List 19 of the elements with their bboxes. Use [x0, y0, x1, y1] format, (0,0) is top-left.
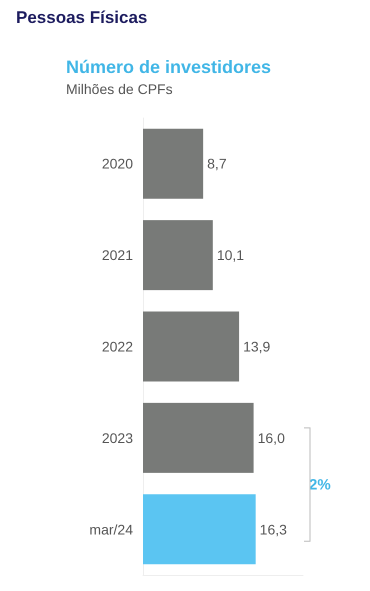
text: 2% [309, 476, 331, 494]
chart-title: Pessoas Físicas [16, 8, 148, 27]
y-tick-label: 2020 [102, 156, 134, 172]
data-label: 16,3 [260, 521, 288, 538]
y-tick-label: 2023 [102, 430, 134, 446]
y-tick-label: 2021 [102, 247, 134, 264]
data-label: 8,7 [207, 156, 227, 172]
y-tick-label: 2022 [102, 338, 134, 354]
chart-subtitle: Número de investidores [66, 57, 272, 77]
bar [143, 312, 240, 382]
bar [143, 128, 204, 199]
y-tick-label: mar/24 [89, 521, 134, 538]
data-label: 16,0 [258, 430, 286, 446]
bar [143, 220, 213, 290]
bar [143, 402, 254, 473]
data-label: 10,1 [216, 247, 244, 264]
data-label: 13,9 [243, 338, 271, 354]
x-axis-title: Milhões de CPFs [66, 81, 173, 97]
bar [143, 494, 256, 564]
